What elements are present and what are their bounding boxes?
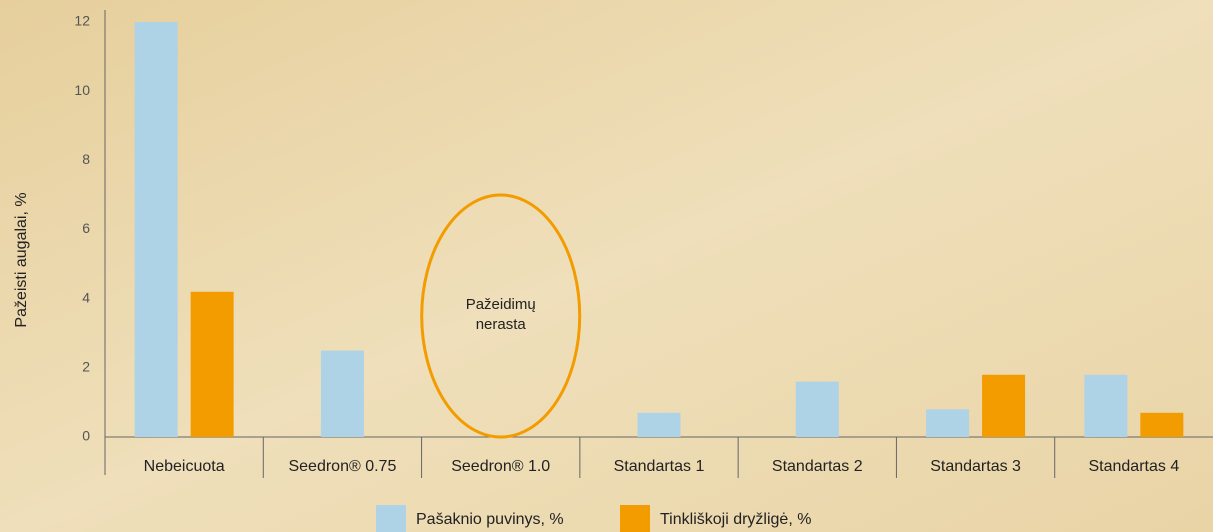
legend-swatch xyxy=(376,505,406,532)
y-tick-label: 4 xyxy=(82,289,90,305)
legend-label: Tinkliškoji dryžligė, % xyxy=(660,511,811,528)
legend-label: Pašaknio puvinys, % xyxy=(416,511,564,528)
y-tick-label: 2 xyxy=(82,359,90,375)
bar xyxy=(795,381,839,437)
annotation: Pažeidimų nerasta xyxy=(466,296,536,333)
annotation-ellipse xyxy=(420,193,582,439)
bar xyxy=(1084,374,1128,437)
x-tick-label: Nebeicuota xyxy=(144,458,225,475)
x-tick-label: Standartas 4 xyxy=(1088,458,1179,475)
y-tick-label: 6 xyxy=(82,220,90,236)
bar xyxy=(926,409,970,437)
bar xyxy=(637,412,681,437)
y-tick-label: 10 xyxy=(74,82,90,98)
x-tick-label: Standartas 3 xyxy=(930,458,1021,475)
bar xyxy=(320,350,364,437)
y-tick-label: 0 xyxy=(82,428,90,444)
x-tick-label: Standartas 2 xyxy=(772,458,863,475)
bar xyxy=(134,22,178,437)
x-tick-label: Standartas 1 xyxy=(614,458,705,475)
x-tick-label: Seedron® 0.75 xyxy=(288,458,396,475)
legend-swatch xyxy=(620,505,650,532)
y-tick-label: 8 xyxy=(82,151,90,167)
x-tick-label: Seedron® 1.0 xyxy=(451,458,550,475)
bar xyxy=(982,374,1026,437)
y-axis-label: Pažeisti augalai, % xyxy=(13,192,30,327)
bar xyxy=(1140,412,1184,437)
y-tick-label: 12 xyxy=(74,13,90,29)
bar xyxy=(190,291,234,437)
